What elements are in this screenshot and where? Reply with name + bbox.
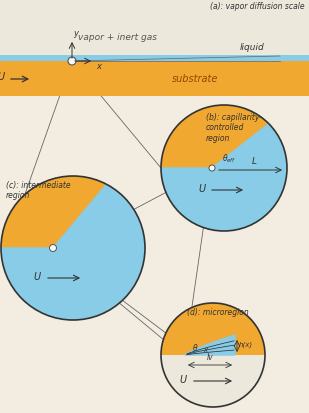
Circle shape <box>161 303 265 407</box>
Text: h(x): h(x) <box>239 342 253 348</box>
Text: U: U <box>0 72 5 82</box>
Text: (a): vapor diffusion scale: (a): vapor diffusion scale <box>210 2 305 11</box>
Text: x: x <box>96 62 101 71</box>
Bar <box>0 55 309 61</box>
Text: (d): microregion: (d): microregion <box>187 308 249 317</box>
Polygon shape <box>185 335 235 355</box>
Circle shape <box>209 165 215 171</box>
Bar <box>0 61 309 96</box>
Text: U: U <box>180 375 187 385</box>
Circle shape <box>68 57 76 65</box>
Text: lv: lv <box>207 353 213 362</box>
Text: x: x <box>203 347 207 353</box>
Circle shape <box>1 176 145 320</box>
Circle shape <box>49 244 57 252</box>
Text: y: y <box>73 29 78 38</box>
Text: substrate: substrate <box>172 74 218 84</box>
Polygon shape <box>161 123 287 231</box>
Text: L: L <box>252 157 257 166</box>
Wedge shape <box>161 303 265 355</box>
Text: $\theta_{eff}$: $\theta_{eff}$ <box>222 152 236 165</box>
Text: liquid: liquid <box>239 43 265 52</box>
Text: U: U <box>199 184 206 194</box>
Text: U: U <box>34 272 41 282</box>
Wedge shape <box>161 105 287 168</box>
Polygon shape <box>1 184 145 320</box>
Circle shape <box>161 105 287 231</box>
Text: $\theta$: $\theta$ <box>192 342 198 353</box>
Text: (c): intermediate
region: (c): intermediate region <box>6 181 71 200</box>
Bar <box>0 0 309 55</box>
Text: (b): capillarity-
controlled
region: (b): capillarity- controlled region <box>206 113 262 143</box>
Wedge shape <box>1 176 145 248</box>
Text: vapor + inert gas: vapor + inert gas <box>78 33 158 43</box>
